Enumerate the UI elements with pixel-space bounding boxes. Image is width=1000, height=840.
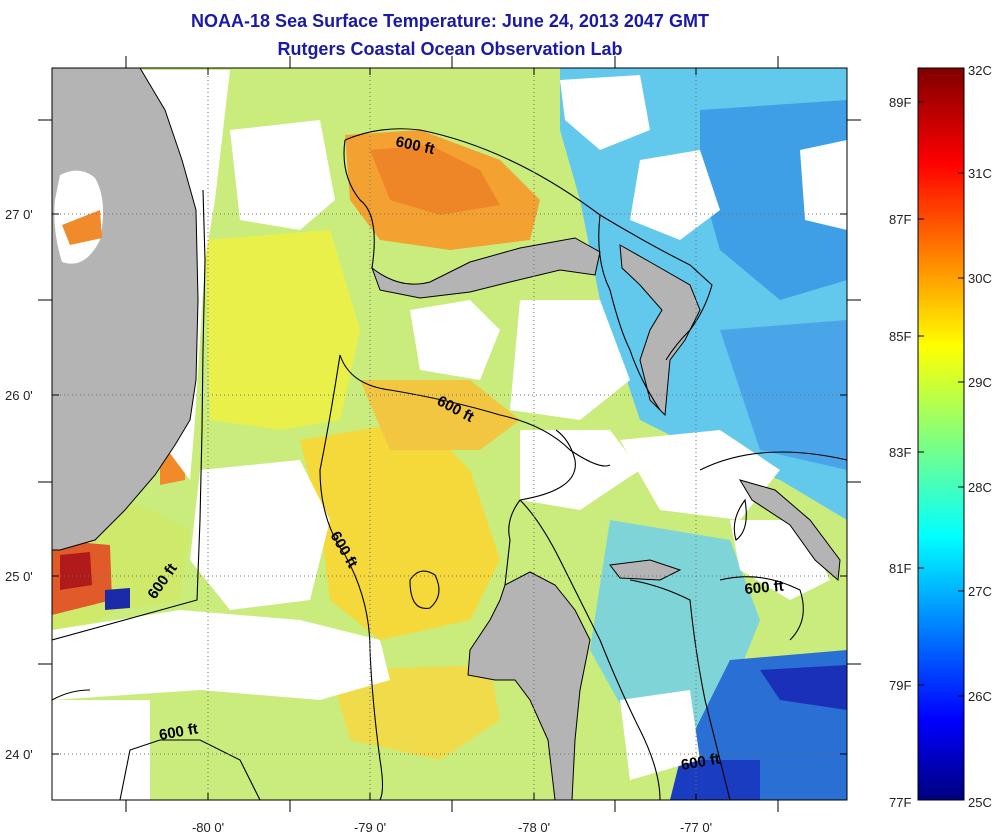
lon-label-80: -80 0' xyxy=(192,820,224,835)
lat-label-25: 25 0' xyxy=(5,569,33,584)
colorbar-label-85f: 85F xyxy=(889,329,911,344)
map-title: NOAA-18 Sea Surface Temperature: June 24… xyxy=(191,11,709,31)
colorbar-label-28c: 28C xyxy=(968,480,992,495)
lat-label-26: 26 0' xyxy=(5,388,33,403)
colorbar-label-81f: 81F xyxy=(889,561,911,576)
contour-label-6: 600 ft xyxy=(744,578,785,598)
lat-label-24: 24 0' xyxy=(5,747,33,762)
sst-field xyxy=(52,68,847,800)
colorbar-label-32c: 32C xyxy=(968,63,992,78)
colorbar-label-26c: 26C xyxy=(968,689,992,704)
colorbar-label-30c: 30C xyxy=(968,271,992,286)
colorbar-gradient xyxy=(917,67,965,801)
map-frame xyxy=(51,67,848,801)
colorbar-label-29c: 29C xyxy=(968,375,992,390)
colorbar-label-27c: 27C xyxy=(968,584,992,599)
contour-label-7: 600 ft xyxy=(680,750,722,774)
map-subtitle: Rutgers Coastal Ocean Observation Lab xyxy=(277,39,623,59)
axis-ticks xyxy=(38,56,861,812)
lat-label-27: 27 0' xyxy=(5,207,33,222)
colorbar-label-79f: 79F xyxy=(889,678,911,693)
colorbar-label-25c: 25C xyxy=(968,795,992,810)
graticule xyxy=(52,68,847,800)
contour-label-5: 600 ft xyxy=(158,720,200,744)
colorbar-label-87f: 87F xyxy=(889,212,911,227)
colorbar-label-89f: 89F xyxy=(889,95,911,110)
colorbar: 32C 31C 30C 29C 28C 27C 26C 25C 89F 87F … xyxy=(889,63,992,810)
colorbar-label-83f: 83F xyxy=(889,445,911,460)
lon-label-77: -77 0' xyxy=(680,820,712,835)
lon-label-79: -79 0' xyxy=(354,820,386,835)
colorbar-label-31c: 31C xyxy=(968,166,992,181)
colorbar-label-77f: 77F xyxy=(889,795,911,810)
lon-label-78: -78 0' xyxy=(518,820,550,835)
